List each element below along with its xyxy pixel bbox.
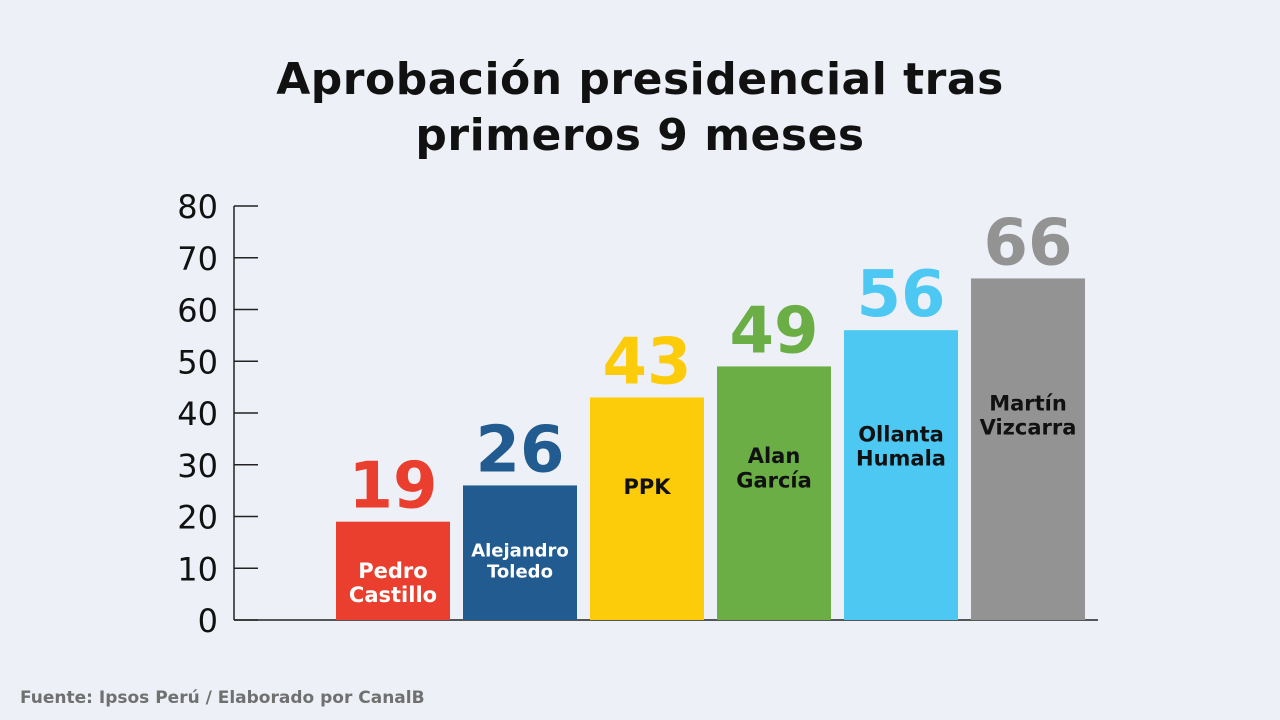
bar <box>717 366 831 620</box>
y-tick-label: 80 <box>177 188 218 226</box>
y-tick-label: 40 <box>177 395 218 433</box>
y-tick-label: 30 <box>177 447 218 485</box>
bar-category-label: PPK <box>623 475 671 499</box>
bar-value-label: 19 <box>348 450 437 524</box>
y-tick-label: 50 <box>177 343 218 381</box>
bar-category-label: Castillo <box>349 583 437 607</box>
bar-value-label: 26 <box>475 413 564 487</box>
chart-title-line-2: primeros 9 meses <box>415 110 865 161</box>
bar <box>971 278 1085 620</box>
bar-category-label: Ollanta <box>858 422 944 446</box>
y-tick-label: 60 <box>177 292 218 330</box>
y-tick-label: 0 <box>198 602 218 640</box>
y-tick-label: 20 <box>177 499 218 537</box>
bar-value-label: 66 <box>983 206 1072 280</box>
chart-title-line-1: Aprobación presidencial tras <box>276 54 1004 105</box>
bar <box>463 485 577 620</box>
source-note: Fuente: Ipsos Perú / Elaborado por Canal… <box>20 688 425 708</box>
bar-category-label: Humala <box>856 447 946 471</box>
bar-value-label: 43 <box>602 325 691 399</box>
bar-category-label: Pedro <box>358 559 427 583</box>
bar <box>590 397 704 620</box>
bar <box>336 521 450 620</box>
y-tick-label: 70 <box>177 240 218 278</box>
bar-category-label: Toledo <box>487 561 553 582</box>
bar <box>844 330 958 620</box>
bar-category-label: Martín <box>989 391 1067 415</box>
bar-category-label: García <box>736 468 812 492</box>
bar-category-label: Alan <box>748 444 801 468</box>
bar-value-label: 49 <box>729 294 818 368</box>
bar-category-label: Vizcarra <box>980 415 1077 439</box>
bar-value-label: 56 <box>856 258 945 332</box>
y-tick-label: 10 <box>177 550 218 588</box>
bar-category-label: Alejandro <box>471 541 569 562</box>
